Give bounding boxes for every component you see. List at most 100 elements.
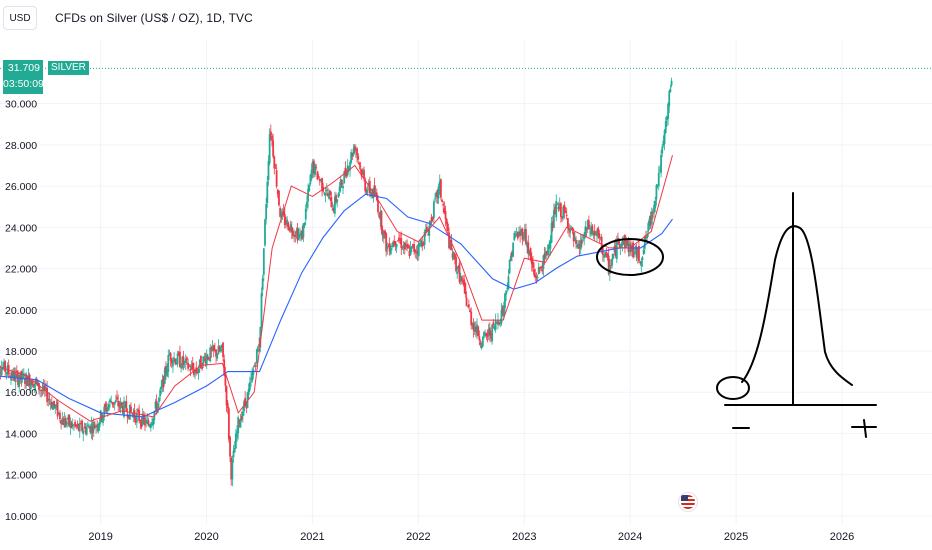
candle-body: [422, 243, 425, 245]
candle-body: [95, 425, 97, 428]
candle-body: [39, 390, 42, 392]
candle-body: [426, 226, 428, 232]
candle-body: [614, 245, 617, 257]
candle-body: [324, 194, 327, 196]
candle-body: [187, 362, 189, 369]
candle-body: [318, 179, 321, 181]
plus-mark-vertical[interactable]: [863, 419, 867, 438]
candle-body: [450, 240, 453, 250]
candle-body: [140, 419, 143, 428]
candle-body: [278, 190, 280, 206]
candle-body: [583, 234, 586, 239]
candle-body: [321, 178, 323, 191]
candle-body: [295, 230, 298, 234]
candle-body: [57, 412, 60, 414]
candle-body: [234, 433, 237, 449]
candle-body: [165, 366, 167, 374]
candle-body: [109, 399, 111, 403]
candle-body: [184, 358, 187, 364]
candle-body: [511, 252, 513, 257]
candle-body: [216, 354, 219, 359]
currency-selector[interactable]: USD: [3, 6, 37, 30]
us-flag-icon[interactable]: [678, 492, 698, 512]
candle-body: [336, 199, 339, 203]
candle-body: [464, 283, 467, 295]
candle-body: [175, 362, 178, 365]
candle-body: [238, 420, 241, 425]
candle-body: [13, 372, 16, 381]
candle-body: [419, 244, 421, 247]
candle-body: [202, 356, 205, 366]
candle-body: [188, 366, 191, 367]
candle-body: [521, 228, 524, 240]
candle-body: [244, 397, 247, 405]
candle-body: [186, 357, 188, 360]
candle-body: [490, 333, 492, 339]
candle-body: [203, 356, 206, 359]
candle-body: [24, 378, 26, 384]
y-tick-label: 30.000: [5, 99, 37, 111]
candle-body: [77, 423, 80, 431]
candle-body: [0, 372, 2, 373]
candle-body: [382, 231, 385, 239]
candle-body: [636, 249, 639, 259]
candle-body: [504, 293, 506, 309]
candle-body: [195, 367, 198, 373]
candle-body: [358, 162, 361, 165]
candle-body: [620, 243, 623, 247]
candle-body: [297, 233, 300, 239]
candle-body: [76, 424, 79, 426]
candle-body: [73, 425, 75, 427]
candle-body: [155, 400, 158, 411]
candle-body: [106, 406, 109, 411]
candle-body: [63, 418, 66, 428]
consolidation-circle[interactable]: [596, 238, 664, 276]
candle-body: [442, 203, 445, 206]
candle-body: [71, 424, 74, 425]
candle-body: [439, 179, 442, 198]
candle-body: [416, 251, 419, 255]
candle-body: [564, 211, 567, 213]
candle-body: [406, 244, 409, 248]
candle-body: [379, 211, 382, 220]
candle-body: [556, 203, 559, 205]
candle-body: [485, 333, 488, 336]
candle-body: [580, 240, 583, 244]
candle-body: [484, 333, 487, 334]
candle-body: [212, 345, 215, 351]
candle-body: [374, 192, 377, 195]
candle-body: [493, 326, 496, 329]
candle-body: [296, 228, 299, 241]
candle-body: [260, 293, 263, 329]
candle-body: [561, 216, 563, 219]
candle-body: [26, 376, 29, 386]
candle-body: [264, 219, 266, 246]
candle-body: [245, 401, 248, 407]
candle-body: [182, 356, 185, 365]
candle-body: [162, 376, 165, 388]
small-circle[interactable]: [716, 376, 750, 400]
candle-body: [453, 254, 456, 258]
candle-body: [220, 344, 223, 349]
candle-body: [83, 426, 86, 429]
candle-body: [323, 193, 326, 195]
candle-body: [509, 255, 512, 261]
candle-body: [85, 427, 88, 435]
candle-body: [272, 140, 275, 157]
candle-body: [320, 179, 322, 181]
candle-body: [253, 365, 256, 367]
candle-body: [400, 238, 403, 249]
candle-body: [562, 206, 565, 218]
candle-body: [621, 241, 624, 245]
bell-curve[interactable]: [741, 225, 853, 386]
drawing-annotations[interactable]: [596, 192, 877, 438]
candle-body: [206, 356, 209, 359]
candle-body: [467, 304, 470, 308]
candle-body: [466, 306, 469, 308]
candle-body: [173, 357, 176, 360]
candle-body: [32, 384, 35, 388]
candle-body: [275, 170, 278, 187]
candle-body: [231, 459, 234, 480]
candle-body: [618, 240, 621, 245]
